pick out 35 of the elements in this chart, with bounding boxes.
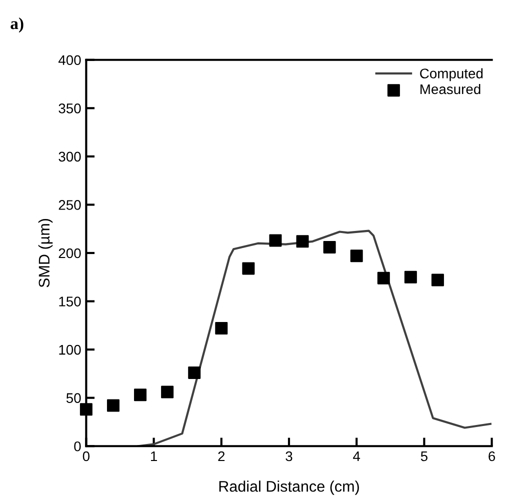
legend-label: Measured [420,84,480,94]
point [269,234,282,247]
point [350,250,363,262]
y-tick-label: 350 [58,103,81,114]
point [134,388,147,402]
x-tick-label: 6 [488,451,496,462]
point [431,274,444,286]
y-tick-label: 200 [58,248,81,258]
legend-label: Computed [420,68,483,82]
point [404,270,417,284]
x-tick-label: 5 [420,451,428,462]
point [215,322,228,335]
y-tick-label: 250 [58,200,81,210]
y-tick-label: 0 [74,441,81,452]
text: a) [10,17,24,33]
y-tick-label: 400 [58,55,81,66]
x-axis-title: Radial Distance (cm) [219,480,359,495]
point [242,262,255,275]
y-tick-label: 150 [59,296,81,306]
x-tick-label: 4 [353,451,360,462]
point [296,235,309,248]
y-axis-title: SMD (µm) [38,218,53,288]
x-tick-label: 0 [82,451,90,462]
y-tick-label: 100 [59,344,81,355]
y-tick-label: 300 [58,152,81,162]
point [377,272,390,284]
point [323,240,336,254]
point [188,366,201,379]
point [161,386,174,398]
x-tick-label: 2 [218,451,225,462]
x-tick-label: 1 [150,451,157,462]
x-tick-label: 3 [286,451,292,462]
point [80,403,92,416]
point [106,399,120,412]
y-tick-label: 50 [66,393,81,403]
